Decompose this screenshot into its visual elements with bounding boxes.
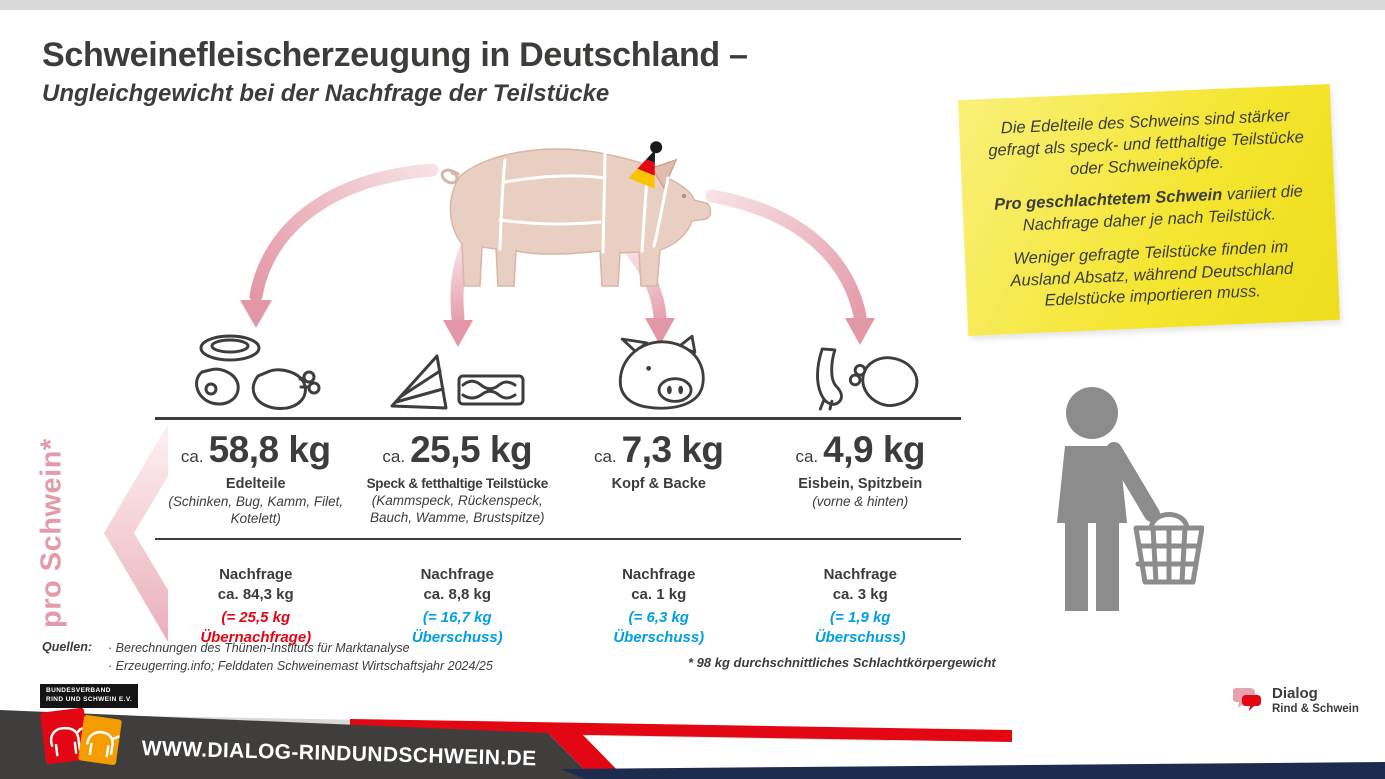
weight-row: ca. 25,5 kg	[357, 429, 559, 471]
note-paragraph-3: Weniger gefragte Teilstücke finden im Au…	[1010, 237, 1294, 310]
weight-value: 7,3 kg	[621, 429, 724, 470]
eisbein-icon-cell	[760, 322, 962, 414]
column-edelteile: ca. 58,8 kg Edelteile (Schinken, Bug, Ka…	[155, 420, 357, 647]
person-arm	[1106, 442, 1160, 522]
header: Schweinefleischerzeugung in Deutschland …	[42, 36, 748, 108]
pig-icon	[86, 730, 120, 757]
pig-ear	[650, 158, 678, 190]
demand-text: Nachfrage ca. 8,8 kg	[420, 566, 494, 603]
yellow-sticky-note: Die Edelteile des Schweins sind stärker …	[958, 83, 1340, 337]
footer-navy-strip	[560, 762, 1385, 779]
demand-text: Nachfrage ca. 3 kg	[823, 566, 897, 603]
column-kopf: ca. 7,3 kg Kopf & Backe Nachfrage ca. 1 …	[558, 420, 760, 647]
cut-label: Eisbein, Spitzbein	[798, 476, 923, 492]
source-line-1: · Berechnungen des Thünen-Instituts für …	[108, 641, 410, 655]
balance-text: (= 25,5 kg Übernachfrage)	[200, 609, 312, 646]
ca-label: ca.	[382, 447, 406, 466]
shopping-basket-icon	[1133, 512, 1204, 585]
brs-logo-text: BUNDESVERBAND RIND UND SCHWEIN E.V.	[40, 684, 139, 708]
table-divider-line	[155, 538, 961, 540]
footer-red-edge	[548, 732, 626, 779]
column-eisbein: ca. 4,9 kg Eisbein, Spitzbein (vorne & h…	[760, 420, 962, 647]
person-leg-right	[1096, 523, 1119, 611]
dialog-logo: Dialog Rind & Schwein	[1233, 685, 1359, 716]
person-leg-left	[1065, 523, 1088, 611]
pig-head-icon	[618, 334, 705, 410]
weight-row: ca. 58,8 kg	[155, 429, 357, 471]
cut-icons-row	[155, 322, 961, 414]
sources-label: Quellen:	[42, 640, 93, 654]
dialog-logo-line2: Rind & Schwein	[1272, 702, 1359, 715]
cut-label: Kopf & Backe	[611, 476, 706, 492]
demand-text: Nachfrage ca. 1 kg	[622, 566, 696, 603]
cut-label: Edelteile	[225, 476, 286, 492]
german-flag-cone	[628, 141, 663, 189]
cuts-table: ca. 58,8 kg Edelteile (Schinken, Bug, Ka…	[155, 417, 961, 647]
speck-icon-cell	[357, 322, 559, 414]
brs-pig-card	[77, 714, 123, 765]
weight-row: ca. 4,9 kg	[760, 429, 962, 471]
page-title: Schweinefleischerzeugung in Deutschland …	[42, 36, 748, 74]
dialog-logo-line1: Dialog	[1272, 685, 1318, 702]
source-line-2: · Erzeugerring.info; Felddaten Schweinem…	[108, 658, 493, 673]
pro-schwein-label: pro Schwein*	[35, 438, 68, 628]
footnote: * 98 kg durchschnittliches Schlachtkörpe…	[688, 655, 996, 670]
column-speck: ca. 25,5 kg Speck & fetthaltige Teilstüc…	[357, 420, 559, 647]
edelteile-icon-cell	[155, 322, 357, 414]
weight-value: 4,9 kg	[823, 429, 926, 470]
page-subtitle: Ungleichgewicht bei der Nachfrage der Te…	[42, 80, 610, 107]
person-head	[1066, 387, 1118, 439]
cut-sublabel: (Kammspeck, Rückenspeck, Bauch, Wamme, B…	[369, 493, 545, 525]
person-icon	[1057, 387, 1204, 611]
top-gray-strip	[0, 0, 1385, 10]
balance-text: (= 16,7 kg Überschuss)	[411, 609, 503, 646]
person-torso	[1057, 446, 1127, 523]
pig-cut-lines	[498, 152, 670, 254]
pig-body	[449, 148, 712, 287]
cut-sublabel: (Schinken, Bug, Kamm, Filet, Kotelett)	[168, 494, 344, 526]
footer-red-ribbon	[350, 719, 1012, 742]
pig-tail	[440, 168, 460, 185]
weight-row: ca. 7,3 kg	[558, 429, 760, 471]
weight-value: 25,5 kg	[410, 429, 533, 470]
sources-block: Quellen: · Berechnungen des Thünen-Insti…	[42, 640, 493, 675]
weight-value: 58,8 kg	[208, 429, 331, 470]
ca-label: ca.	[795, 447, 819, 466]
balance-text: (= 1,9 kg Überschuss)	[814, 609, 906, 646]
balance-text: (= 6,3 kg Überschuss)	[613, 609, 705, 646]
kopf-icon-cell	[558, 322, 760, 414]
ca-label: ca.	[593, 447, 617, 466]
footer-gray-ribbon	[140, 716, 890, 741]
website-url: WWW.DIALOG-RINDUNDSCHWEIN.DE	[141, 737, 537, 771]
speech-bubbles-icon	[1233, 688, 1261, 711]
bacon-icon	[390, 354, 525, 410]
note-paragraph-1: Die Edelteile des Schweins sind stärker …	[987, 106, 1305, 178]
arrow-to-edelteile	[240, 163, 439, 328]
pig-cuts-illustration	[440, 141, 712, 287]
meat-cuts-icon	[194, 334, 321, 410]
cut-sublabel: (vorne & hinten)	[812, 494, 909, 509]
ca-label: ca.	[180, 447, 204, 466]
pig-eye	[681, 193, 687, 199]
cut-label: Speck & fetthaltige Teilstücke	[366, 476, 549, 491]
note-paragraph-2: Pro geschlachtetem Schwein variiert die …	[980, 181, 1318, 239]
demand-text: Nachfrage ca. 84,3 kg	[217, 566, 294, 603]
pork-knuckle-icon	[816, 347, 919, 411]
brs-logo: BUNDESVERBAND RIND UND SCHWEIN E.V.	[39, 684, 139, 765]
left-chevron-arrow	[104, 424, 168, 642]
